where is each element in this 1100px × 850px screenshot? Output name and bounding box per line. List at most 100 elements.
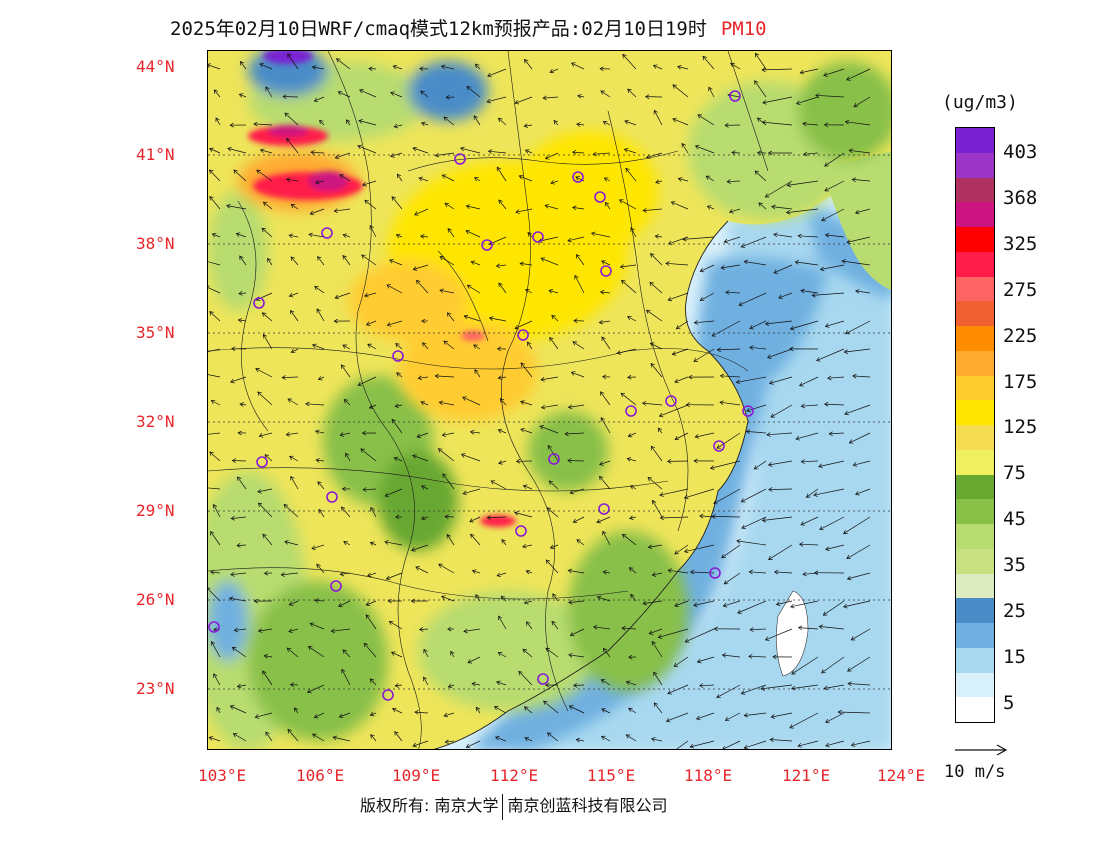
wind-arrow <box>469 516 481 523</box>
wind-arrow-head <box>463 314 469 320</box>
wind-arrow <box>852 179 871 182</box>
wind-arrow-head <box>625 167 630 173</box>
wind-arrow <box>524 706 533 714</box>
wind-arrow-head <box>790 603 795 609</box>
wind-arrow-head <box>823 685 828 691</box>
wind-arrow-head <box>386 322 392 327</box>
wind-arrow-head <box>396 173 402 179</box>
wind-arrow-head <box>748 654 753 659</box>
station-marker <box>382 689 394 701</box>
wind-arrow <box>284 112 299 126</box>
wind-arrow-head <box>545 559 551 564</box>
wind-arrow <box>236 544 247 546</box>
wind-arrow-head <box>552 593 557 598</box>
wind-arrow-head <box>694 144 700 150</box>
wind-arrow <box>238 292 247 295</box>
wind-arrow <box>339 712 351 718</box>
wind-arrow <box>571 371 585 378</box>
wind-arrow <box>498 460 507 464</box>
copyright-footer: 版权所有: 南京大学 南京创蓝科技有限公司 <box>360 792 668 820</box>
wind-arrow-head <box>672 117 677 123</box>
wind-arrow <box>524 737 533 742</box>
wind-arrow <box>396 234 403 238</box>
wind-arrow <box>258 628 273 632</box>
wind-arrow-head <box>716 347 721 353</box>
wind-arrow-head <box>794 259 800 265</box>
wind-arrow <box>520 263 533 266</box>
wind-arrow-head <box>672 84 677 89</box>
wind-arrow-head <box>475 706 481 712</box>
wind-arrow-head <box>286 647 292 652</box>
wind-arrow-head <box>823 72 828 77</box>
wind-arrow <box>208 487 221 490</box>
wind-arrow <box>767 348 793 359</box>
wind-arrow-head <box>596 595 602 601</box>
wind-arrow <box>284 541 299 546</box>
wind-arrow <box>314 286 325 294</box>
wind-arrow <box>359 89 377 98</box>
wind-arrow <box>286 138 299 154</box>
wind-arrow <box>711 320 741 337</box>
wind-arrow <box>627 316 637 322</box>
wind-arrow-head <box>545 682 550 688</box>
wind-arrow <box>771 206 793 210</box>
wind-arrow <box>696 712 715 720</box>
wind-arrow <box>316 563 325 574</box>
wind-arrow <box>212 233 221 238</box>
wind-arrow-head <box>229 122 234 128</box>
wind-arrow-head <box>818 463 823 469</box>
wind-arrow-head <box>770 714 776 719</box>
wind-arrow-head <box>522 543 527 549</box>
wind-arrow <box>660 516 689 519</box>
wind-arrow <box>466 740 481 748</box>
wind-arrow-head <box>602 374 607 380</box>
station-marker <box>481 239 493 251</box>
wind-arrow <box>341 506 351 518</box>
wind-arrow-head <box>447 683 453 689</box>
wind-arrow-head <box>568 599 573 605</box>
wind-arrow <box>629 567 637 574</box>
station-marker <box>392 350 404 362</box>
wind-arrow-head <box>412 454 417 459</box>
wind-arrow-head <box>210 531 215 536</box>
wind-arrow <box>549 337 559 350</box>
wind-arrow-head <box>745 429 751 434</box>
wind-arrow <box>800 68 819 74</box>
wind-arrow <box>386 284 403 294</box>
wind-arrow <box>213 504 221 518</box>
wind-arrow-head <box>567 568 573 574</box>
wind-arrow <box>551 621 559 630</box>
wind-arrow <box>567 236 585 242</box>
footer-separator <box>502 793 504 820</box>
wind-arrow <box>208 588 221 602</box>
wind-arrow <box>237 476 247 490</box>
wind-arrow-head <box>815 93 820 98</box>
wind-arrow-head <box>626 457 632 462</box>
wind-arrow-head <box>314 429 320 435</box>
wind-arrow <box>653 671 663 686</box>
wind-arrow-head <box>233 627 239 633</box>
wind-arrow-head <box>501 538 506 544</box>
wind-arrow-head <box>318 508 323 514</box>
wind-arrow-head <box>798 541 804 547</box>
lon-label-115: 115°E <box>587 766 636 785</box>
wind-arrow-head <box>844 410 849 416</box>
wind-arrow <box>824 403 845 406</box>
wind-arrow-head <box>670 201 676 206</box>
wind-arrow-head <box>334 294 340 300</box>
wind-arrow-head <box>749 325 754 330</box>
wind-arrow <box>744 261 767 266</box>
wind-arrow <box>312 344 325 350</box>
wind-arrow-head <box>854 491 860 496</box>
colorbar-segment <box>956 647 994 673</box>
wind-arrow-head <box>441 595 446 600</box>
wind-arrow-head <box>540 257 546 262</box>
wind-arrow <box>744 712 767 716</box>
wind-arrow-head <box>443 712 449 718</box>
wind-arrow-head <box>600 679 606 684</box>
wind-arrow <box>257 391 273 406</box>
wind-arrow <box>829 432 845 435</box>
wind-arrow-head <box>569 489 574 495</box>
wind-arrow-head <box>798 382 804 387</box>
wind-arrow-head <box>470 260 476 265</box>
